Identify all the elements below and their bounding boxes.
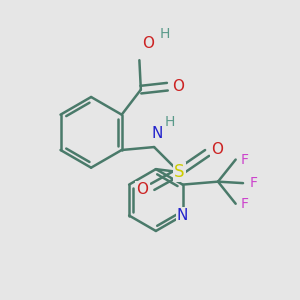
Text: H: H xyxy=(165,115,175,129)
Text: N: N xyxy=(152,126,163,141)
Text: O: O xyxy=(212,142,224,158)
Text: N: N xyxy=(177,208,188,223)
Text: O: O xyxy=(172,79,184,94)
Text: S: S xyxy=(174,163,184,181)
Text: F: F xyxy=(249,176,257,190)
Text: F: F xyxy=(241,153,248,166)
Text: O: O xyxy=(142,37,154,52)
Text: F: F xyxy=(241,197,248,211)
Text: H: H xyxy=(159,27,170,41)
Text: O: O xyxy=(136,182,148,197)
